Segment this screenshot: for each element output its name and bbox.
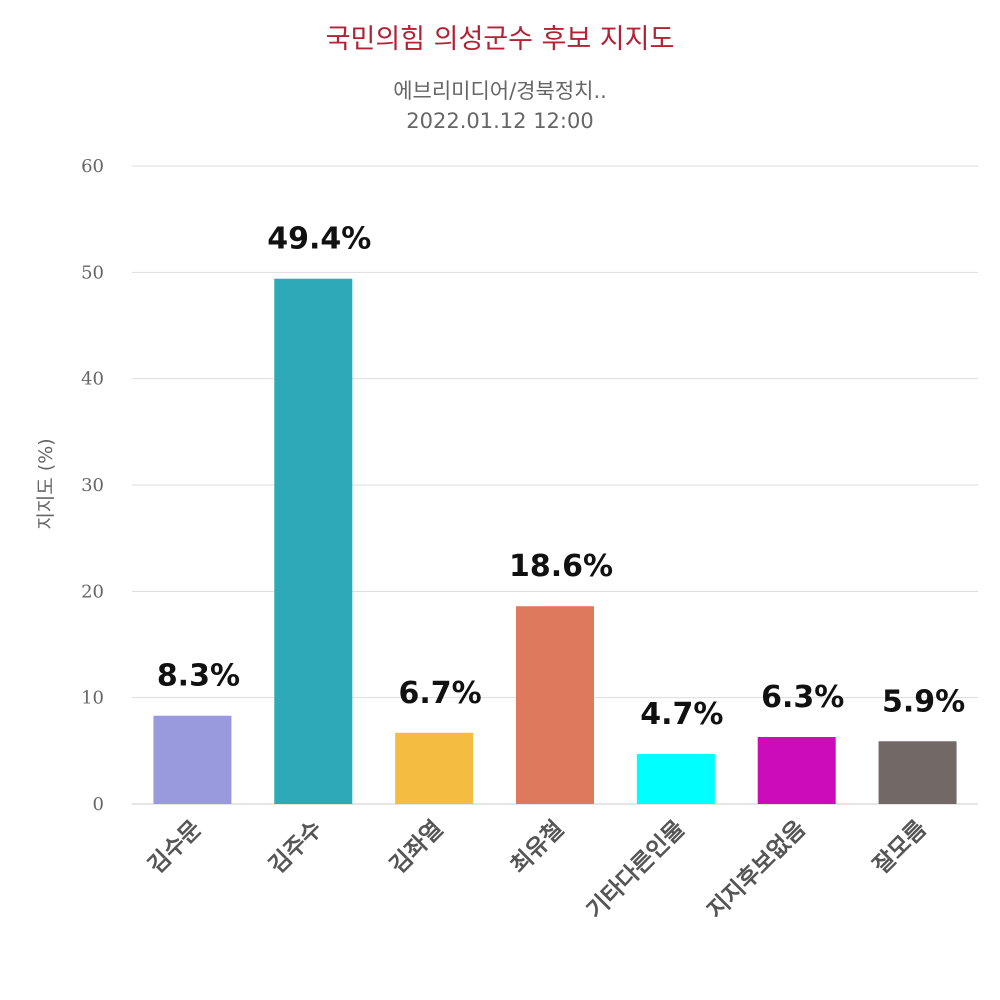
bar: [274, 278, 353, 804]
data-label: 8.3%: [157, 659, 240, 694]
chart-subtitle-source: 에브리미디어/경북정치..: [393, 79, 607, 103]
x-tick-label: 김주수: [264, 816, 327, 879]
y-tick-label: 40: [81, 369, 104, 390]
x-tick-label: 김좌열: [385, 816, 448, 879]
data-label: 6.7%: [399, 676, 482, 711]
x-tick-label: 김수문: [143, 816, 206, 879]
x-tick-label: 기타다른인물: [582, 816, 690, 924]
bars: [153, 278, 957, 804]
x-tick-label: 잘모름: [869, 816, 932, 879]
data-label: 18.6%: [509, 549, 613, 584]
y-tick-label: 30: [81, 475, 104, 496]
y-axis-ticks: 0 10 20 30 40 50 60: [81, 156, 104, 815]
data-label: 5.9%: [882, 684, 965, 719]
y-tick-label: 10: [81, 688, 104, 709]
y-tick-label: 0: [93, 794, 104, 815]
y-tick-label: 20: [81, 581, 104, 602]
x-tick-label: 지지후보없음: [703, 816, 811, 924]
bar: [516, 606, 594, 804]
bar: [395, 732, 474, 804]
y-axis-label: 지지도 (%): [35, 438, 57, 529]
chart-title: 국민의힘 의성군수 후보 지지도: [326, 24, 675, 55]
chart-subtitle-date: 2022.01.12 12:00: [406, 109, 593, 133]
data-label: 49.4%: [267, 222, 371, 257]
y-tick-label: 60: [81, 156, 104, 177]
data-labels: 8.3% 49.4% 6.7% 18.6% 4.7% 6.3% 5.9%: [157, 222, 965, 732]
data-label: 6.3%: [761, 680, 844, 715]
data-label: 4.7%: [640, 697, 723, 732]
bar: [636, 754, 715, 804]
bar: [878, 741, 957, 804]
x-axis-ticks: 김수문 김주수 김좌열 최유철 기타다른인물 지지후보없음 잘모름: [143, 816, 931, 924]
bar: [757, 737, 836, 804]
bar: [153, 715, 232, 804]
y-tick-label: 50: [81, 262, 104, 283]
grid-lines: [132, 165, 978, 805]
x-tick-label: 최유철: [506, 816, 569, 879]
